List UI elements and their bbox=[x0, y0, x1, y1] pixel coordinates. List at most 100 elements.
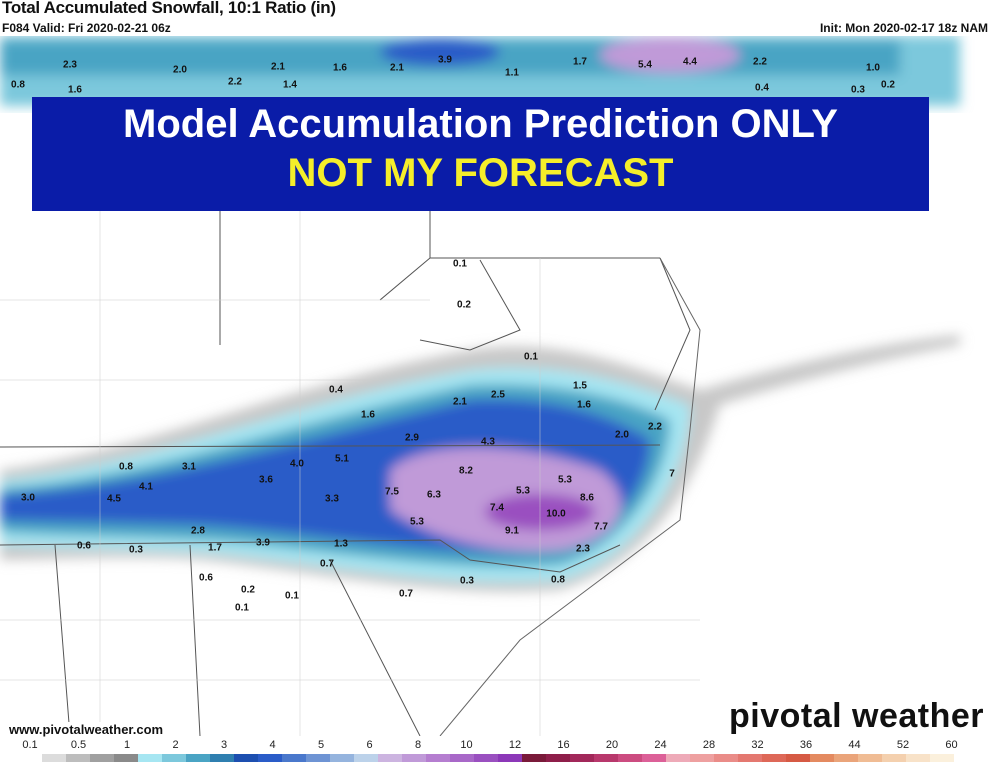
snowfall-value-label: 1.7 bbox=[208, 542, 222, 554]
legend-tick-label: 44 bbox=[848, 739, 861, 751]
snowfall-value-label: 2.0 bbox=[615, 429, 629, 441]
legend-color-cell bbox=[162, 754, 186, 762]
legend-tick-label: 0.5 bbox=[70, 739, 87, 751]
legend-color-cell bbox=[858, 754, 882, 762]
snowfall-value-label: 0.2 bbox=[241, 584, 255, 596]
legend-color-cell bbox=[570, 754, 594, 762]
legend-tick-label: 1 bbox=[123, 739, 131, 751]
snowfall-value-label: 1.6 bbox=[577, 399, 591, 411]
init-time: Init: Mon 2020-02-17 18z NAM bbox=[819, 21, 988, 35]
snowfall-value-label: 7.7 bbox=[594, 521, 608, 533]
snowfall-value-label: 2.8 bbox=[191, 525, 205, 537]
snowfall-value-label: 1.3 bbox=[334, 538, 348, 550]
legend-color-cell bbox=[666, 754, 690, 762]
snowfall-value-label: 2.2 bbox=[753, 56, 767, 68]
legend-tick-label: 16 bbox=[557, 739, 570, 751]
legend-color-cell bbox=[882, 754, 906, 762]
snowfall-value-label: 7.4 bbox=[490, 502, 504, 514]
legend-color-cell bbox=[834, 754, 858, 762]
legend-color-cell bbox=[450, 754, 474, 762]
snowfall-value-label: 0.8 bbox=[119, 461, 133, 473]
snowfall-value-label: 8.6 bbox=[580, 492, 594, 504]
snowfall-value-label: 2.9 bbox=[405, 432, 419, 444]
snowfall-value-label: 9.1 bbox=[505, 525, 519, 537]
snowfall-value-label: 2.5 bbox=[491, 389, 505, 401]
legend-color-cell bbox=[42, 754, 66, 762]
legend-color-cell bbox=[522, 754, 546, 762]
legend-tick-label: 32 bbox=[751, 739, 764, 751]
legend-color-cell bbox=[738, 754, 762, 762]
snowfall-value-label: 0.7 bbox=[399, 588, 413, 600]
snowfall-band-north bbox=[0, 36, 960, 106]
snowfall-value-label: 0.8 bbox=[551, 574, 565, 586]
snowfall-value-label: 1.0 bbox=[866, 62, 880, 74]
legend-tick-label: 20 bbox=[605, 739, 619, 751]
snowfall-value-label: 0.2 bbox=[881, 79, 895, 91]
snowfall-value-label: 8.2 bbox=[459, 465, 473, 477]
snowfall-value-label: 0.1 bbox=[453, 258, 467, 270]
legend-color-cell bbox=[330, 754, 354, 762]
snowfall-value-label: 1.7 bbox=[573, 56, 587, 68]
legend-color-cell bbox=[474, 754, 498, 762]
legend-color-cell bbox=[426, 754, 450, 762]
legend-color-cell bbox=[114, 754, 138, 762]
snowfall-value-label: 0.4 bbox=[755, 82, 769, 94]
snowfall-value-label: 0.1 bbox=[235, 602, 249, 614]
county-borders bbox=[0, 210, 700, 736]
legend-color-cell bbox=[762, 754, 786, 762]
pivotal-weather-logo: pivotal weather bbox=[724, 697, 988, 736]
snowfall-value-label: 5.3 bbox=[558, 474, 572, 486]
snowfall-value-label: 0.1 bbox=[524, 351, 538, 363]
snowfall-value-label: 4.0 bbox=[290, 458, 304, 470]
snowfall-value-label: 10.0 bbox=[546, 508, 566, 520]
snowfall-value-label: 3.1 bbox=[182, 461, 196, 473]
snowfall-value-label: 5.3 bbox=[516, 485, 530, 497]
legend-color-cell bbox=[210, 754, 234, 762]
legend-tick-label: 28 bbox=[702, 739, 716, 751]
legend-color-cell bbox=[786, 754, 810, 762]
snowfall-value-label: 3.9 bbox=[256, 537, 270, 549]
legend-tick-label: 36 bbox=[799, 739, 813, 751]
snowfall-value-label: 5.4 bbox=[638, 59, 652, 71]
snowfall-value-label: 0.3 bbox=[129, 544, 143, 556]
snowfall-map bbox=[0, 36, 960, 736]
state-borders bbox=[0, 210, 691, 736]
legend-tick-label: 8 bbox=[414, 739, 422, 751]
snowfall-value-label: 5.3 bbox=[410, 516, 424, 528]
legend-color-cell bbox=[186, 754, 210, 762]
legend-color-cell bbox=[498, 754, 522, 762]
snowfall-value-label: 0.3 bbox=[851, 84, 865, 96]
snowfall-value-label: 7.5 bbox=[385, 486, 399, 498]
legend-color-cell bbox=[378, 754, 402, 762]
banner-line-1: Model Accumulation Prediction ONLY bbox=[123, 102, 838, 146]
legend-color-cell bbox=[618, 754, 642, 762]
legend-color-cell bbox=[690, 754, 714, 762]
legend-color-cell bbox=[546, 754, 570, 762]
snowfall-value-label: 0.3 bbox=[460, 575, 474, 587]
snowfall-value-label: 0.6 bbox=[199, 572, 213, 584]
snowfall-value-label: 0.7 bbox=[320, 558, 334, 570]
snowfall-value-label: 4.5 bbox=[107, 493, 121, 505]
legend-color-cell bbox=[138, 754, 162, 762]
legend-tick-label: 10 bbox=[460, 739, 473, 751]
legend-tick-label: 4 bbox=[269, 739, 276, 751]
legend-color-cell bbox=[930, 754, 954, 762]
snowfall-value-label: 4.4 bbox=[683, 56, 697, 68]
legend-color-cell bbox=[906, 754, 930, 762]
snowfall-value-label: 1.1 bbox=[505, 67, 519, 79]
legend-color-cell bbox=[714, 754, 738, 762]
legend-color-cell bbox=[66, 754, 90, 762]
legend-color-bar bbox=[18, 754, 954, 762]
legend-tick-label: 0.1 bbox=[22, 739, 38, 751]
snowfall-value-label: 0.4 bbox=[329, 384, 343, 396]
legend-color-cell bbox=[354, 754, 378, 762]
legend-color-cell bbox=[282, 754, 306, 762]
website-link[interactable]: www.pivotalweather.com bbox=[6, 722, 167, 737]
snowfall-value-label: 1.5 bbox=[573, 380, 587, 392]
snowfall-value-label: 6.3 bbox=[427, 489, 441, 501]
snowfall-value-label: 1.6 bbox=[68, 84, 82, 96]
legend-color-cell bbox=[594, 754, 618, 762]
snowfall-value-label: 0.1 bbox=[285, 590, 299, 602]
legend-color-cell bbox=[18, 754, 42, 762]
